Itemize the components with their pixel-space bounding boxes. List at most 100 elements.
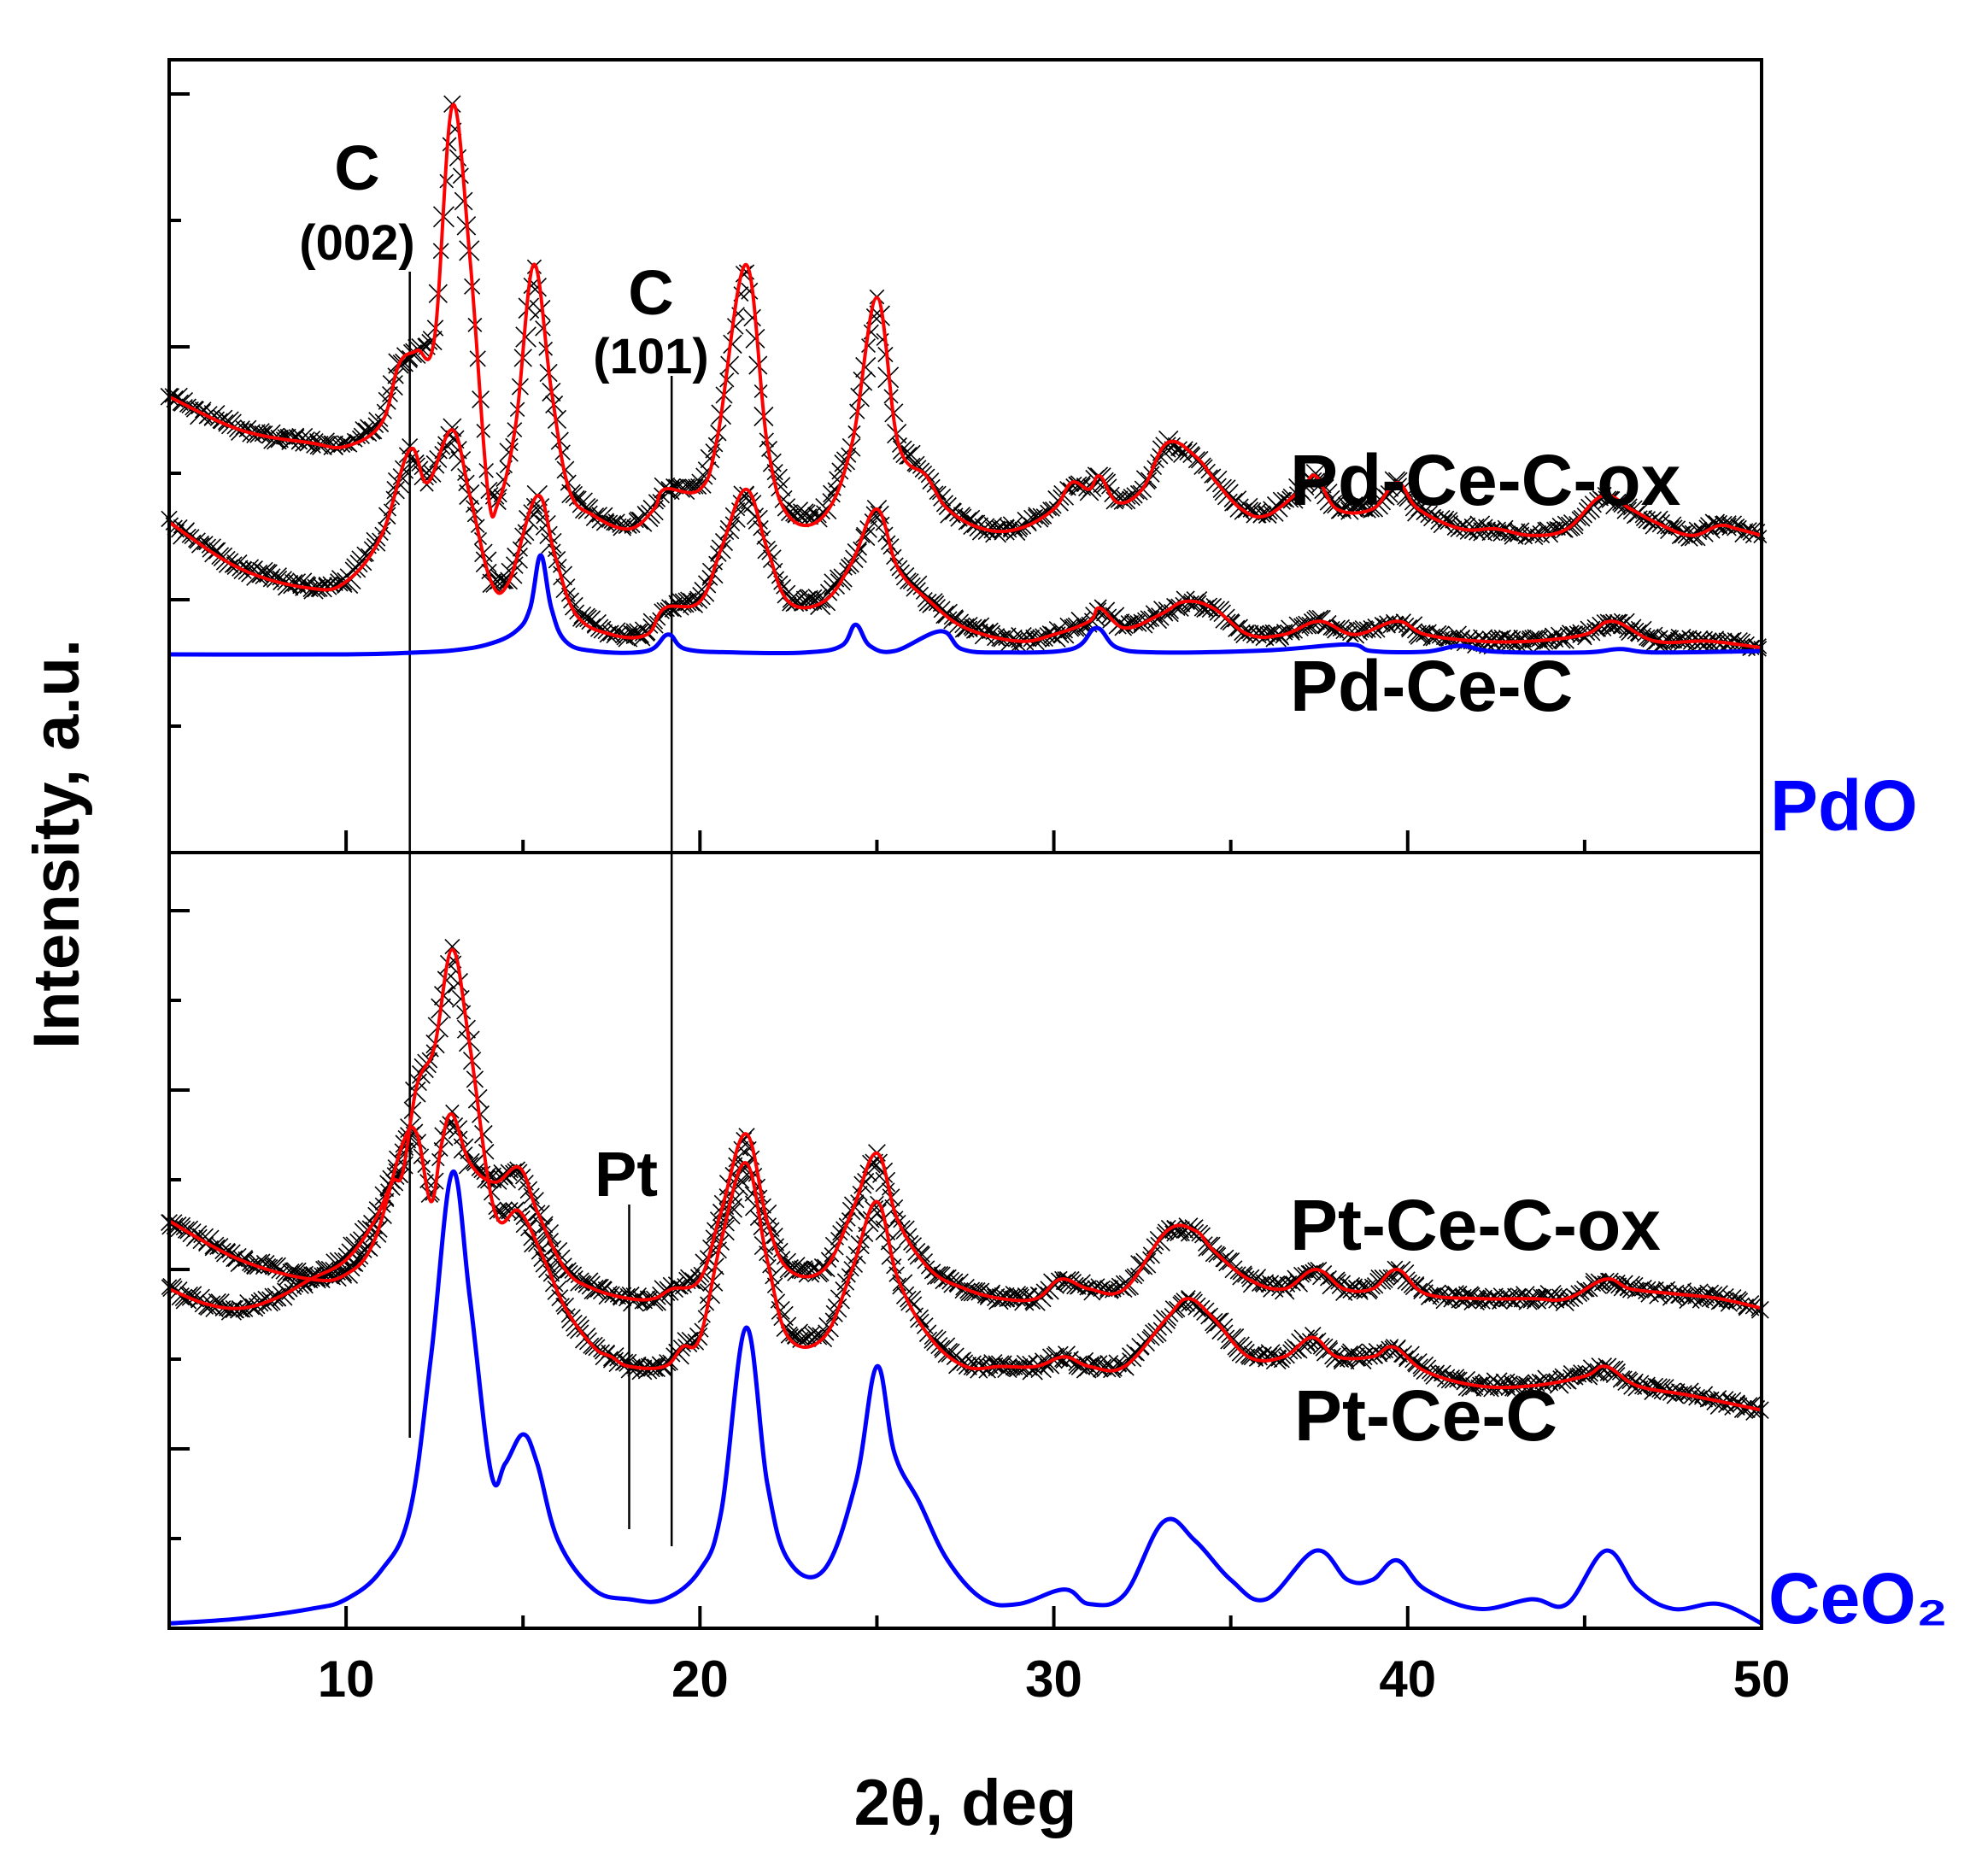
series-label-pt-ce-c: Pt-Ce-C bbox=[1294, 1375, 1557, 1456]
series-label-pdo: PdO bbox=[1770, 765, 1918, 846]
observed-point bbox=[1369, 1272, 1387, 1290]
observed-point bbox=[948, 610, 965, 626]
observed-point bbox=[770, 1293, 786, 1309]
x-tick-label: 30 bbox=[1025, 1650, 1082, 1708]
observed-point bbox=[1492, 522, 1513, 542]
observed-point bbox=[1522, 1292, 1539, 1309]
observed-point bbox=[719, 519, 740, 540]
observed-point bbox=[1649, 1378, 1668, 1397]
observed-point bbox=[1097, 601, 1116, 620]
observed-point bbox=[449, 441, 467, 460]
observed-point bbox=[575, 607, 595, 629]
observed-point bbox=[1289, 1340, 1308, 1359]
observed-point bbox=[1599, 1360, 1621, 1381]
series-label-pd-ce-c-ox: Pd-Ce-C-ox bbox=[1290, 440, 1681, 520]
observed-point bbox=[1272, 491, 1291, 510]
observed-point bbox=[745, 328, 765, 349]
observed-point bbox=[1728, 1291, 1747, 1310]
fit-lines-layer bbox=[167, 103, 1763, 1626]
observed-point bbox=[283, 427, 305, 449]
observed-point bbox=[284, 574, 303, 593]
fit-curve-pt-ce-c-ox bbox=[168, 1112, 1762, 1310]
observed-point bbox=[1339, 1276, 1361, 1299]
observed-point bbox=[494, 572, 513, 589]
annotation-c002-hkl: (002) bbox=[299, 215, 414, 271]
x-axis-title: 2θ, deg bbox=[854, 1767, 1077, 1839]
observed-point bbox=[629, 623, 649, 643]
observed-point bbox=[1469, 524, 1486, 541]
observed-point bbox=[333, 436, 351, 454]
observed-point bbox=[1605, 493, 1627, 515]
observed-point bbox=[771, 1300, 790, 1320]
observed-point bbox=[872, 1162, 894, 1183]
observed-point bbox=[318, 576, 337, 595]
observed-point bbox=[1484, 1287, 1504, 1307]
axes-layer bbox=[167, 58, 1763, 1630]
observed-point bbox=[1510, 1374, 1530, 1394]
text-layer: 2θ, deg Intensity, a.u. C (002) C (101) … bbox=[21, 132, 1948, 1839]
observed-point bbox=[700, 448, 720, 469]
observed-point bbox=[1522, 630, 1540, 648]
fit-curve-pt-ce-c bbox=[168, 947, 1762, 1412]
observed-point bbox=[450, 451, 472, 472]
observed-point bbox=[220, 1299, 242, 1321]
observed-point bbox=[509, 1161, 526, 1178]
observed-point bbox=[378, 391, 396, 410]
fit-curve-pd-ce-c-ox bbox=[168, 103, 1762, 537]
series-label-pd-ce-c: Pd-Ce-C bbox=[1290, 646, 1573, 726]
observed-point bbox=[1687, 1283, 1709, 1304]
observed-point bbox=[394, 460, 414, 479]
reference-curve-pdo bbox=[168, 553, 1762, 657]
y-axis-title: Intensity, a.u. bbox=[21, 639, 93, 1049]
observed-point bbox=[499, 443, 519, 462]
observed-point bbox=[1491, 630, 1509, 648]
observed-point bbox=[1181, 596, 1195, 611]
observed-point bbox=[855, 356, 877, 378]
fit-curve-pd-ce-c bbox=[167, 428, 1762, 650]
observed-point bbox=[523, 277, 540, 295]
observed-point bbox=[671, 592, 692, 613]
observed-point bbox=[1469, 515, 1491, 536]
observed-point bbox=[1428, 624, 1447, 644]
observed-point bbox=[1649, 1286, 1668, 1304]
observed-point bbox=[1176, 1293, 1195, 1312]
observed-point bbox=[1518, 1291, 1538, 1310]
observed-point bbox=[553, 566, 573, 586]
x-tick-label: 20 bbox=[671, 1650, 729, 1708]
observed-point bbox=[957, 616, 978, 638]
observed-point bbox=[664, 600, 683, 618]
observed-point bbox=[1727, 632, 1748, 654]
observed-point bbox=[1461, 1376, 1482, 1398]
reference-curve-ceo bbox=[168, 1169, 1763, 1626]
observed-point bbox=[554, 444, 571, 460]
observed-point bbox=[1385, 484, 1399, 497]
observed-point bbox=[807, 1325, 828, 1345]
observed-point bbox=[452, 167, 469, 185]
observed-point bbox=[360, 419, 381, 440]
observed-point bbox=[941, 1343, 960, 1363]
observed-point bbox=[343, 1236, 364, 1258]
observed-point bbox=[836, 451, 856, 471]
x-tick-label: 10 bbox=[318, 1650, 375, 1708]
observed-point bbox=[1252, 505, 1271, 523]
observed-point bbox=[444, 939, 460, 955]
observed-points-pt-ce-c bbox=[161, 939, 1769, 1421]
series-label-pt-ce-c-ox: Pt-Ce-C-ox bbox=[1290, 1185, 1661, 1265]
observed-point bbox=[1492, 1293, 1508, 1310]
observed-point bbox=[1604, 613, 1627, 636]
observed-point bbox=[743, 308, 761, 327]
observed-point bbox=[1258, 1345, 1272, 1361]
observed-point bbox=[1564, 625, 1582, 643]
observed-point bbox=[437, 970, 456, 990]
annotation-pt: Pt bbox=[595, 1139, 658, 1210]
observed-point bbox=[254, 425, 272, 443]
observed-point bbox=[742, 495, 762, 513]
observed-point bbox=[785, 1328, 799, 1342]
observed-point bbox=[1651, 1378, 1671, 1398]
observed-point bbox=[1742, 1396, 1762, 1416]
observed-point bbox=[875, 1171, 896, 1193]
observed-point bbox=[1475, 1293, 1491, 1310]
observed-point bbox=[1172, 441, 1188, 457]
